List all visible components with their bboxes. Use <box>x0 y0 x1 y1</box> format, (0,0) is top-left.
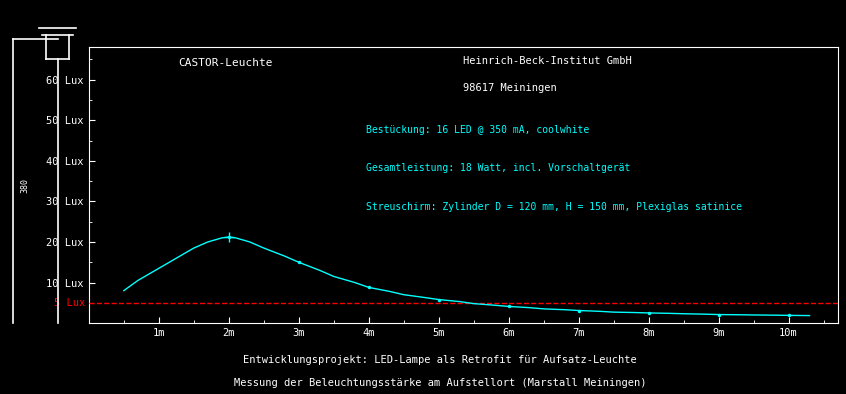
Text: 98617 Meiningen: 98617 Meiningen <box>464 83 557 93</box>
Text: Streuschirm: Zylinder D = 120 mm, H = 150 mm, Plexiglas satinice: Streuschirm: Zylinder D = 120 mm, H = 15… <box>365 202 742 212</box>
Text: CASTOR-Leuchte: CASTOR-Leuchte <box>179 58 273 68</box>
Text: Heinrich-Beck-Institut GmbH: Heinrich-Beck-Institut GmbH <box>464 56 632 65</box>
Text: Bestückung: 16 LED @ 350 mA, coolwhite: Bestückung: 16 LED @ 350 mA, coolwhite <box>365 125 589 134</box>
Text: Gesamtleistung: 18 Watt, incl. Vorschaltgerät: Gesamtleistung: 18 Watt, incl. Vorschalt… <box>365 163 630 173</box>
Text: Messung der Beleuchtungsstärke am Aufstellort (Marstall Meiningen): Messung der Beleuchtungsstärke am Aufste… <box>233 378 646 388</box>
Text: 380: 380 <box>20 178 30 193</box>
Text: 5 Lux: 5 Lux <box>54 298 85 308</box>
Text: Entwicklungsprojekt: LED-Lampe als Retrofit für Aufsatz-Leuchte: Entwicklungsprojekt: LED-Lampe als Retro… <box>243 355 637 364</box>
